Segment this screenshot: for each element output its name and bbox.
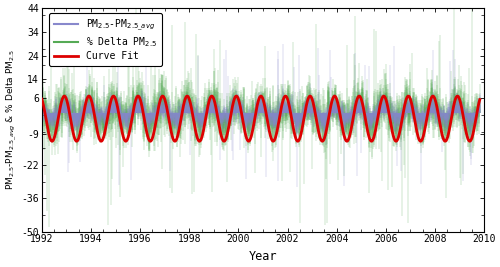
X-axis label: Year: Year (248, 250, 277, 263)
Y-axis label: PM$_{2.5}$-PM$_{2.5\_avg}$ & % Delta PM$_{2.5}$: PM$_{2.5}$-PM$_{2.5\_avg}$ & % Delta PM$… (4, 49, 18, 190)
Legend: PM$_{2.5}$-PM$_{2.5\_avg}$, % Delta PM$_{2.5}$, Curve Fit: PM$_{2.5}$-PM$_{2.5\_avg}$, % Delta PM$_… (49, 13, 162, 66)
